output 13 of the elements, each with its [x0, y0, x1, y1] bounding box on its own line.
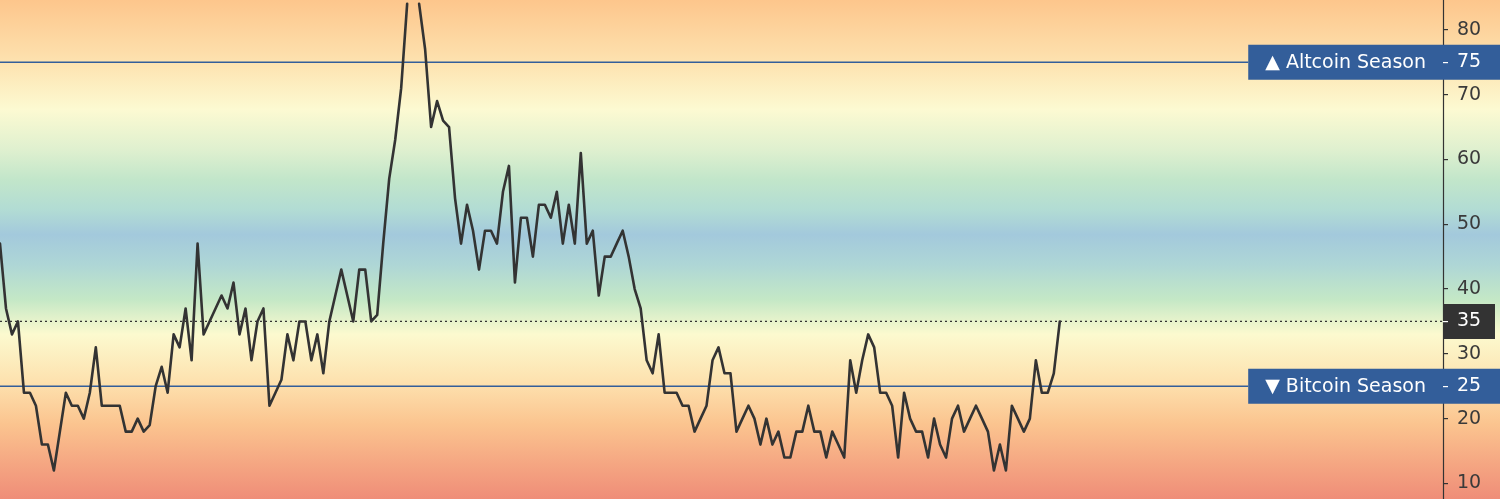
y-tick-label: 10	[1457, 470, 1482, 493]
y-tick-label: 30	[1457, 340, 1482, 363]
y-tick-label: 35	[1457, 308, 1482, 331]
y-tick-label: 80	[1457, 16, 1482, 39]
ref-line-label: ▲ Altcoin Season	[1265, 50, 1427, 73]
y-tick-label: 75	[1457, 49, 1482, 72]
y-tick-label: 40	[1457, 275, 1482, 298]
y-tick-label: 25	[1457, 373, 1482, 396]
ref-line-label: ▼ Bitcoin Season	[1265, 374, 1427, 397]
y-tick-label: 60	[1457, 146, 1482, 169]
y-tick-label: 50	[1457, 211, 1482, 234]
y-tick-label: 70	[1457, 81, 1482, 104]
y-tick-label: 20	[1457, 405, 1482, 428]
